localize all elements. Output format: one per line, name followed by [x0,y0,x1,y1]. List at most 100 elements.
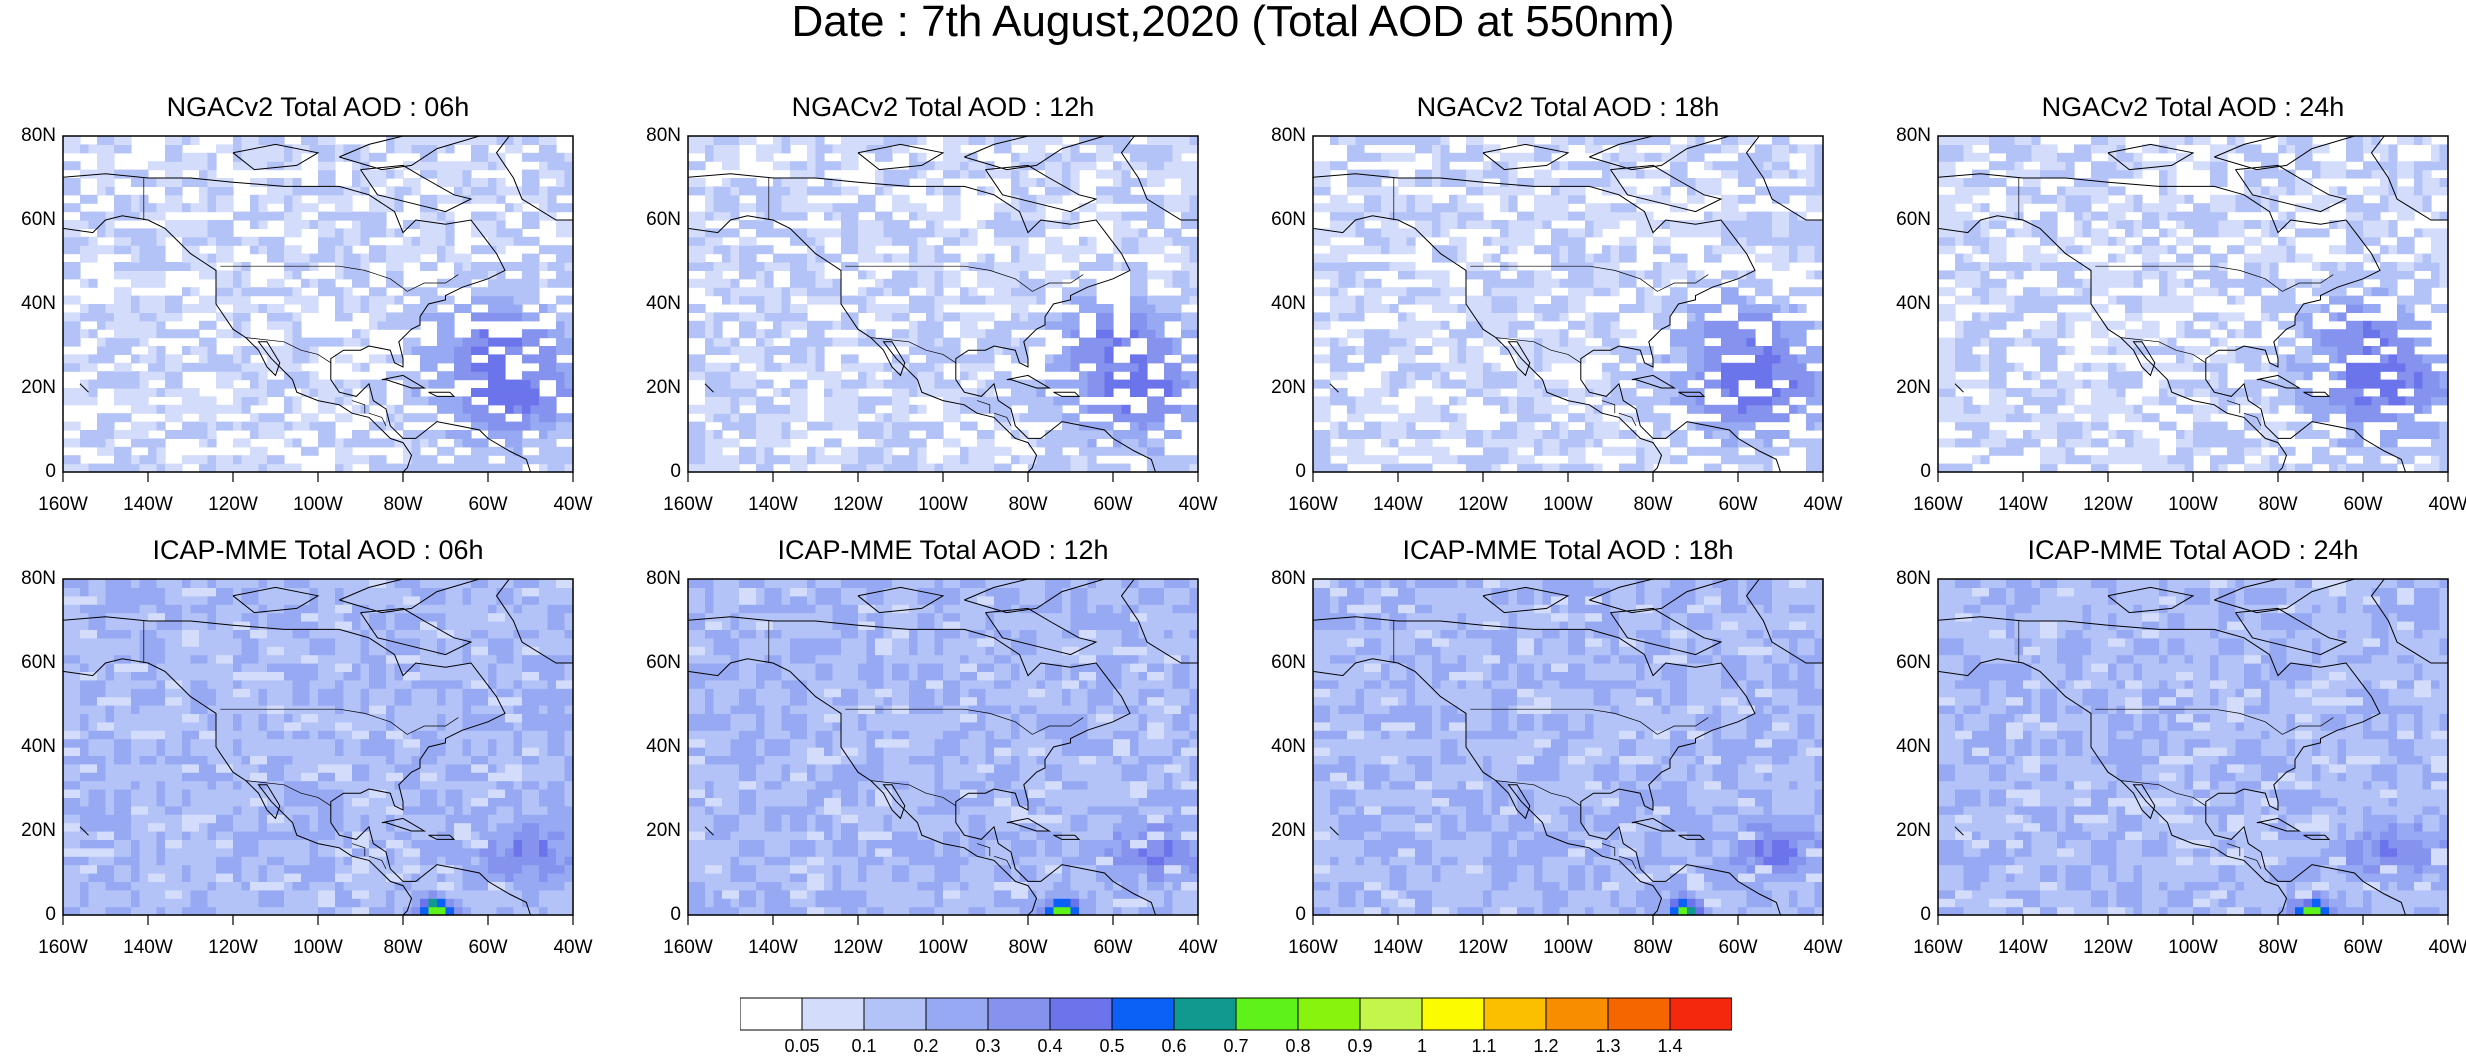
panel-title: ICAP-MME Total AOD : 24h [2027,535,2359,565]
lat-tick-label: 60N [1896,652,1931,673]
aod-map [62,578,574,925]
lon-tick-label: 140W [748,937,798,958]
lon-tick-label: 100W [293,494,343,515]
lat-tick-label: 80N [21,125,56,146]
colorbar-swatch [1669,997,1732,1031]
colorbar-swatch [863,997,927,1031]
colorbar-label: 0.9 [1347,1036,1373,1056]
lon-tick-label: 60W [1718,937,1758,958]
lat-tick-label: 80N [1271,568,1306,589]
colorbar-swatch [1111,997,1175,1031]
axis-ticks [62,915,574,925]
lon-tick-label: 160W [663,937,713,958]
axis-ticks [62,472,574,482]
colorbar-swatch [801,997,865,1031]
lon-tick-label: 120W [1458,937,1508,958]
lat-tick-label: 80N [1896,568,1931,589]
colorbar-label: 0.8 [1285,1036,1311,1056]
lon-tick-label: 160W [1913,494,1963,515]
figure-title: Date : 7th August,2020 (Total AOD at 550… [791,0,1675,46]
panel-title: NGACv2 Total AOD : 18h [1416,92,1720,122]
lon-tick-label: 60W [468,937,508,958]
lat-tick-label: 60N [1271,652,1306,673]
lat-tick-label: 0 [670,461,681,482]
colorbar-label: 0.4 [1037,1036,1063,1056]
lat-tick-label: 40N [1271,293,1306,314]
lon-tick-label: 120W [833,937,883,958]
lat-tick-label: 80N [646,125,681,146]
aod-map [687,135,1199,482]
colorbar-label: 0.3 [975,1036,1001,1056]
axis-ticks [1312,915,1824,925]
aod-map [62,135,574,482]
axis-ticks [687,472,1199,482]
lat-tick-label: 60N [1896,209,1931,230]
lat-tick-label: 0 [1920,461,1931,482]
aod-field [1938,136,2449,473]
coastlines [63,579,573,915]
lon-tick-label: 80W [1008,937,1048,958]
lon-tick-label: 100W [1543,494,1593,515]
panel-title: ICAP-MME Total AOD : 18h [1402,535,1734,565]
lon-tick-label: 60W [2343,937,2383,958]
aod-field [688,579,1199,916]
lat-tick-label: 0 [45,904,56,925]
lat-tick-label: 20N [646,377,681,398]
axis-ticks [687,915,1199,925]
coastlines [1938,136,2448,472]
colorbar-swatch [740,997,803,1031]
colorbar-swatch [1173,997,1237,1031]
colorbar-label: 1.4 [1657,1036,1683,1056]
lon-tick-label: 60W [1093,494,1133,515]
lon-tick-label: 40W [2428,937,2466,958]
lon-tick-label: 160W [1913,937,1963,958]
lat-tick-label: 20N [21,377,56,398]
colorbar-swatch [1235,997,1299,1031]
lon-tick-label: 80W [383,937,423,958]
colorbar-swatch [1297,997,1361,1031]
colorbar-swatch [1607,997,1671,1031]
coastlines [688,136,1198,472]
lat-tick-label: 20N [1271,820,1306,841]
lat-tick-label: 0 [1295,904,1306,925]
lat-tick-label: 20N [1896,820,1931,841]
lat-tick-label: 20N [1271,377,1306,398]
lon-tick-label: 160W [1288,937,1338,958]
colorbar-label: 1.3 [1595,1036,1621,1056]
lat-tick-label: 0 [1295,461,1306,482]
colorbar-label: 1.2 [1533,1036,1559,1056]
lat-tick-label: 20N [646,820,681,841]
coastlines [688,579,1198,915]
colorbar-swatch [987,997,1051,1031]
lon-tick-label: 120W [2083,937,2133,958]
coastlines [1313,136,1823,472]
lat-tick-label: 60N [646,209,681,230]
colorbar-swatch [1483,997,1547,1031]
panel-title: NGACv2 Total AOD : 06h [166,92,470,122]
lon-tick-label: 40W [553,937,593,958]
lon-tick-label: 140W [1998,494,2048,515]
lon-tick-label: 60W [1718,494,1758,515]
lat-tick-label: 40N [21,293,56,314]
lat-tick-label: 40N [1896,293,1931,314]
colorbar-label: 0.05 [784,1036,820,1056]
colorbar-swatch [1545,997,1609,1031]
lon-tick-label: 80W [1633,494,1673,515]
lat-tick-label: 40N [1271,736,1306,757]
aod-map [687,578,1199,925]
colorbar-swatch [1421,997,1485,1031]
lon-tick-label: 80W [2258,937,2298,958]
lon-tick-label: 120W [208,937,258,958]
panel-title: ICAP-MME Total AOD : 06h [152,535,484,565]
lon-tick-label: 80W [2258,494,2298,515]
aod-map [1312,135,1824,482]
lon-tick-label: 100W [1543,937,1593,958]
colorbar-swatch [1359,997,1423,1031]
colorbar-label: 0.2 [913,1036,939,1056]
lon-tick-label: 160W [663,494,713,515]
aod-map [1937,135,2449,482]
coastlines [63,136,573,472]
aod-field [63,136,574,473]
axis-ticks [1937,472,2449,482]
axis-ticks [1937,915,2449,925]
